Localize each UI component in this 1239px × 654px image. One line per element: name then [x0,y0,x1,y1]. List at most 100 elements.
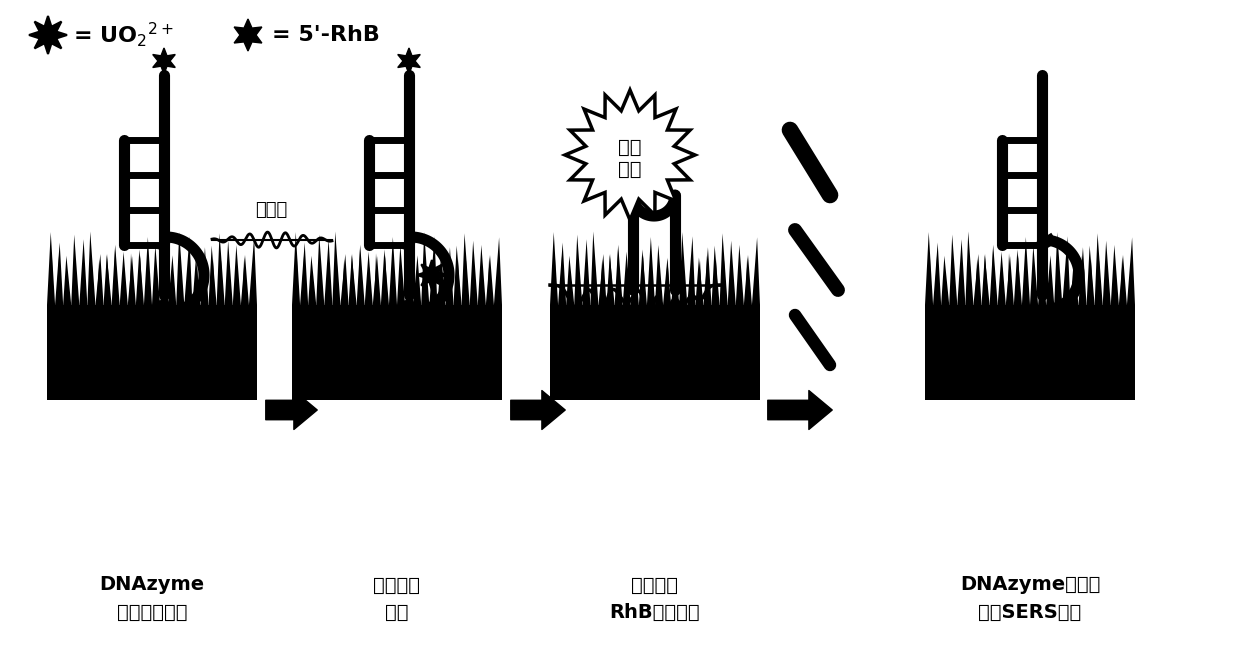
Text: DNAzyme可循环: DNAzyme可循环 [960,576,1100,594]
Polygon shape [1040,258,1044,298]
Polygon shape [615,245,623,305]
Polygon shape [249,237,256,305]
Polygon shape [672,255,679,305]
Text: 信号: 信号 [618,137,642,156]
Text: 探针分子: 探针分子 [632,576,679,594]
Polygon shape [631,256,639,305]
Polygon shape [169,255,176,305]
Polygon shape [1087,246,1094,305]
Polygon shape [211,259,216,298]
Polygon shape [399,269,404,298]
Polygon shape [1007,253,1012,298]
Polygon shape [112,245,120,305]
Polygon shape [591,232,598,305]
Polygon shape [566,256,574,305]
Polygon shape [616,249,621,298]
Polygon shape [234,269,239,298]
Text: 加入鑰酰: 加入鑰酰 [373,576,420,594]
Polygon shape [934,251,939,298]
Polygon shape [711,246,720,305]
Polygon shape [406,258,411,298]
Polygon shape [657,269,662,298]
Polygon shape [997,252,1006,305]
Polygon shape [63,256,71,305]
Polygon shape [1023,270,1028,298]
Polygon shape [743,255,752,305]
Polygon shape [447,256,452,298]
Polygon shape [958,239,965,305]
Polygon shape [309,256,316,305]
Polygon shape [431,257,436,298]
Polygon shape [926,232,933,305]
Polygon shape [208,246,217,305]
Polygon shape [574,235,582,305]
Polygon shape [608,254,613,298]
Polygon shape [1016,255,1020,298]
Bar [926,390,1135,400]
Bar [47,390,256,400]
Polygon shape [567,267,572,298]
Polygon shape [389,237,396,305]
Polygon shape [429,236,437,305]
Polygon shape [695,258,704,305]
Polygon shape [335,264,338,298]
Polygon shape [663,259,672,305]
Polygon shape [655,245,663,305]
Polygon shape [227,262,232,298]
Polygon shape [1127,237,1135,305]
Polygon shape [927,252,932,298]
Polygon shape [129,253,134,298]
Polygon shape [487,257,492,298]
Polygon shape [949,235,958,305]
Polygon shape [727,241,736,305]
Polygon shape [422,264,427,298]
Polygon shape [551,252,556,298]
Polygon shape [413,255,421,305]
Polygon shape [959,266,964,298]
Polygon shape [991,249,996,298]
Polygon shape [341,254,348,305]
Polygon shape [325,239,332,305]
Polygon shape [145,270,150,298]
Polygon shape [704,247,711,305]
Polygon shape [478,245,486,305]
Polygon shape [470,241,478,305]
Polygon shape [647,237,655,305]
Polygon shape [233,245,240,305]
Polygon shape [89,264,94,298]
Polygon shape [1119,255,1127,305]
Polygon shape [47,232,55,305]
Polygon shape [689,257,694,298]
Polygon shape [178,264,182,298]
Polygon shape [88,232,95,305]
Text: 生物SERS芯片: 生物SERS芯片 [979,602,1082,621]
Polygon shape [1064,257,1069,298]
Polygon shape [71,235,79,305]
Polygon shape [673,270,678,298]
Polygon shape [144,237,152,305]
Polygon shape [364,252,373,305]
Polygon shape [202,256,207,298]
Polygon shape [380,249,389,305]
Polygon shape [965,232,974,305]
Polygon shape [162,258,166,298]
Polygon shape [607,255,615,305]
Polygon shape [975,260,980,298]
Polygon shape [170,270,175,298]
Polygon shape [455,259,460,298]
Polygon shape [326,266,331,298]
Polygon shape [1030,245,1038,305]
Polygon shape [990,245,997,305]
Polygon shape [714,259,717,298]
Polygon shape [598,254,607,305]
Polygon shape [416,260,447,290]
Bar [47,305,256,390]
Polygon shape [1080,256,1085,298]
Polygon shape [664,258,669,298]
Polygon shape [348,255,357,305]
Polygon shape [398,48,420,74]
Bar [550,390,760,400]
Polygon shape [981,255,990,305]
Polygon shape [294,252,299,298]
Polygon shape [1078,247,1087,305]
